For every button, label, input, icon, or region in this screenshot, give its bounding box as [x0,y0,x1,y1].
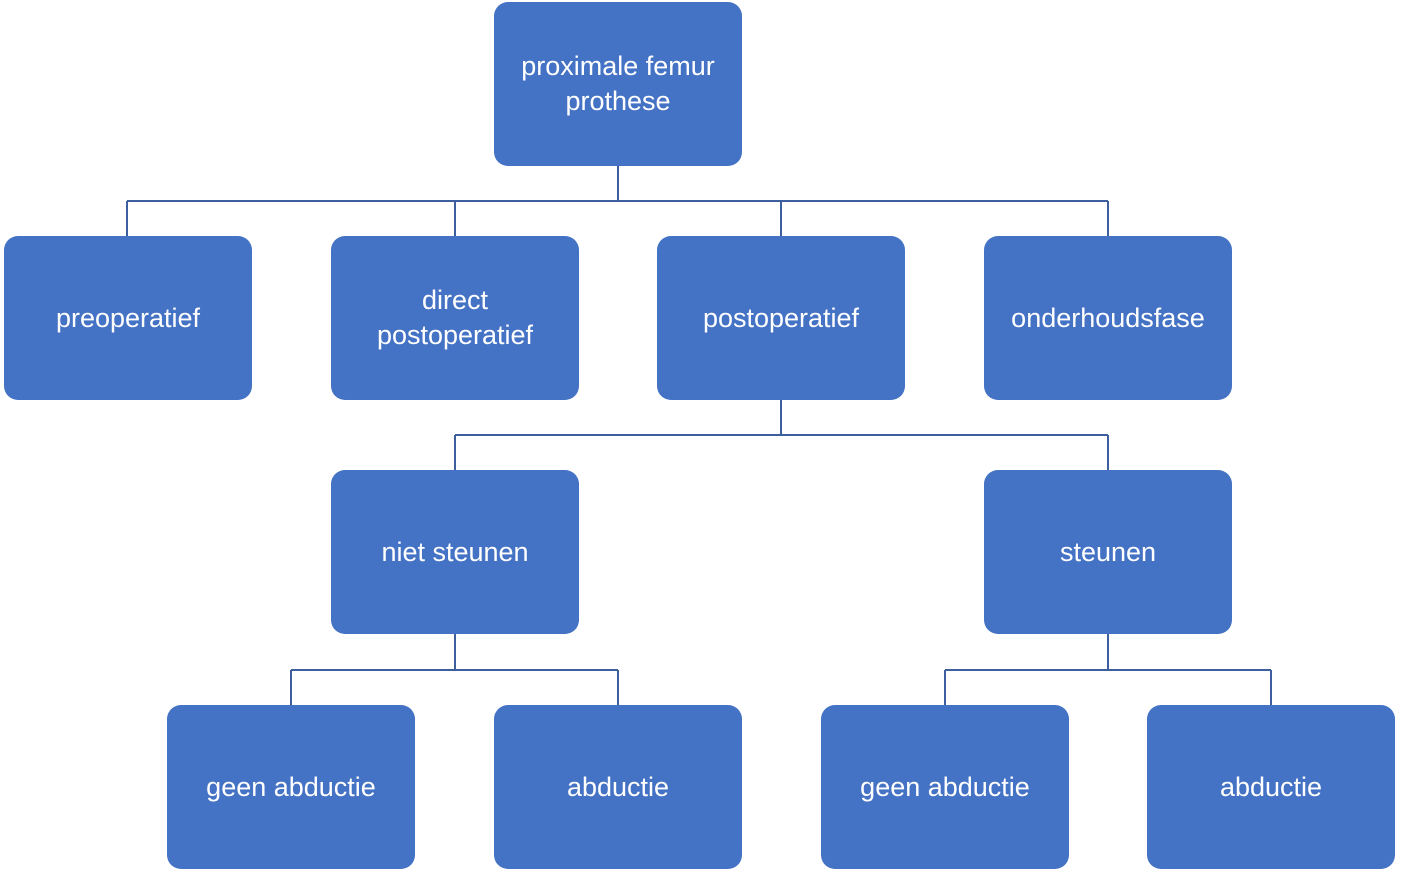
node-label: onderhoudsfase [1011,302,1205,333]
node-geen-abductie-steunen: geen abductie [821,705,1069,869]
node-abductie-niet-steunen: abductie [494,705,742,869]
node-label: proximale femur prothese [521,51,715,116]
node-onderhoudsfase: onderhoudsfase [984,236,1232,400]
node-label: abductie [1219,771,1323,802]
node-abductie-steunen: abductie [1147,705,1395,869]
node-label: postoperatief [702,302,860,333]
node-proximale-femur-prothese: proximale femur prothese [494,2,742,166]
node-label: niet steunen [381,536,529,567]
node-label: abductie [566,771,670,802]
node-label: steunen [1059,536,1157,567]
node-label: geen abductie [860,771,1030,802]
node-label: geen abductie [206,771,376,802]
node-postoperatief: postoperatief [657,236,905,400]
node-direct-postoperatief: direct postoperatief [331,236,579,400]
node-niet-steunen: niet steunen [331,470,579,634]
node-preoperatief: preoperatief [4,236,252,400]
node-steunen: steunen [984,470,1232,634]
node-geen-abductie-niet-steunen: geen abductie [167,705,415,869]
node-label: direct postoperatief [376,285,534,350]
node-label: preoperatief [55,302,201,333]
